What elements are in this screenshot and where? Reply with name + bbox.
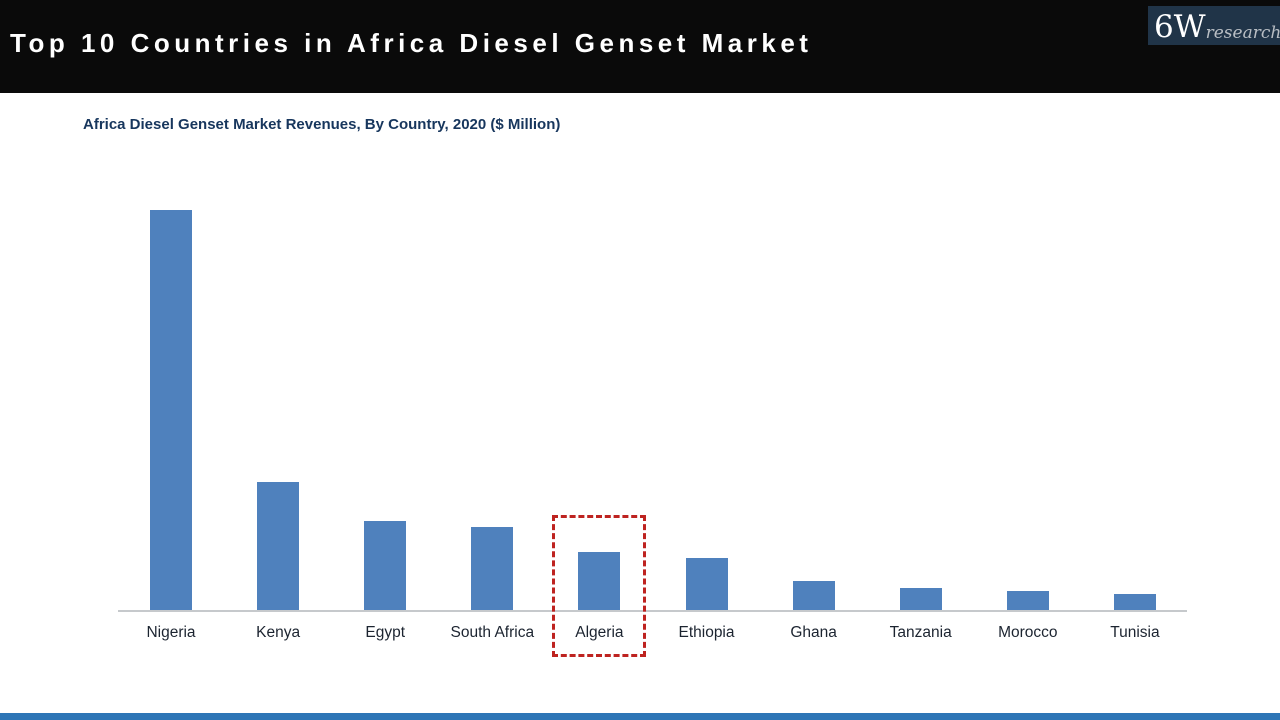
logo-6w-text: 6W: [1154, 9, 1206, 45]
bar-morocco: [1006, 591, 1049, 610]
bar-kenya: [257, 482, 300, 610]
logo-research-text: research: [1205, 23, 1280, 43]
bar-algeria: [578, 552, 621, 610]
x-label-kenya: Kenya: [256, 624, 301, 641]
footer-accent-bar: [0, 713, 1280, 720]
x-label-tunisia: Tunisia: [1110, 624, 1160, 641]
brand-logo: 6W research: [1148, 6, 1280, 45]
bar-egypt: [364, 521, 407, 610]
page-title: Top 10 Countries in Africa Diesel Genset…: [10, 28, 813, 58]
algeria-highlight-box: [552, 515, 646, 657]
x-label-ethiopia: Ethiopia: [678, 624, 735, 641]
bar-tanzania: [899, 588, 942, 610]
x-label-south-africa: South Africa: [450, 624, 535, 641]
header-bar: Top 10 Countries in Africa Diesel Genset…: [0, 0, 1280, 93]
x-label-egypt: Egypt: [365, 624, 405, 641]
x-label-algeria: Algeria: [575, 624, 624, 641]
x-label-morocco: Morocco: [998, 624, 1058, 641]
x-label-tanzania: Tanzania: [889, 624, 952, 641]
x-label-ghana: Ghana: [790, 624, 837, 641]
bar-ghana: [792, 581, 835, 610]
bar-south-africa: [471, 527, 514, 610]
x-axis-line: [118, 610, 1187, 612]
bar-nigeria: [150, 210, 192, 610]
x-label-nigeria: Nigeria: [146, 624, 196, 641]
chart-title: Africa Diesel Genset Market Revenues, By…: [83, 116, 561, 133]
bar-ethiopia: [685, 558, 728, 610]
bar-tunisia: [1113, 594, 1156, 610]
